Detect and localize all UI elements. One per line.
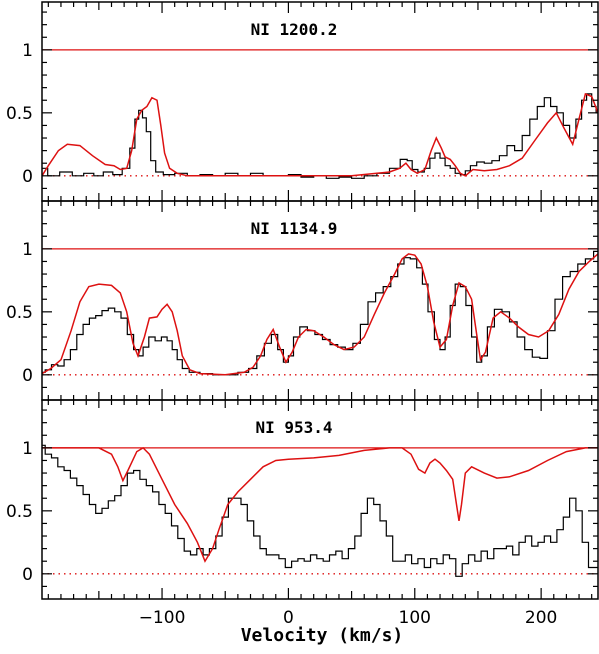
y-tick-label: 0.5 xyxy=(6,104,33,124)
observed-spectrum xyxy=(42,93,598,179)
model-spectrum xyxy=(42,446,598,563)
panel-frame xyxy=(41,399,599,600)
x-tick-label: 100 xyxy=(399,608,431,628)
y-tick-label: 1 xyxy=(22,439,33,459)
x-axis-title: Velocity (km/s) xyxy=(241,625,404,646)
observed-spectrum xyxy=(42,444,598,577)
y-tick-label: 0.5 xyxy=(6,502,33,522)
x-tick-label: −100 xyxy=(139,608,186,628)
panel-2: 0 0.5 1 NI 1134.9 xyxy=(6,200,599,401)
model-spectrum xyxy=(42,253,598,376)
x-tick-label: 0 xyxy=(283,608,294,628)
panel-3: 0 0.5 1 NI 953.4 xyxy=(6,399,599,600)
y-tick-label: 1 xyxy=(22,240,33,260)
panel-title: NI 1134.9 xyxy=(251,219,338,238)
model-spectrum xyxy=(42,92,598,177)
observed-spectrum xyxy=(42,250,598,376)
x-tick-label: 200 xyxy=(525,608,557,628)
panel-title: NI 953.4 xyxy=(255,418,332,437)
y-tick-label: 0 xyxy=(22,167,33,187)
panel-1: 0 0.5 1 NI 1200.2 xyxy=(6,1,599,202)
y-tick-label: 1 xyxy=(22,41,33,61)
y-tick-label: 0.5 xyxy=(6,303,33,323)
panel-title: NI 1200.2 xyxy=(251,20,338,39)
panels-group: 0 0.5 1 NI 1200.2 0 0.5 1 NI 1134.9 0 0.5 1 NI 953.… xyxy=(6,1,599,628)
y-tick-label: 0 xyxy=(22,565,33,585)
y-tick-label: 0 xyxy=(22,366,33,386)
